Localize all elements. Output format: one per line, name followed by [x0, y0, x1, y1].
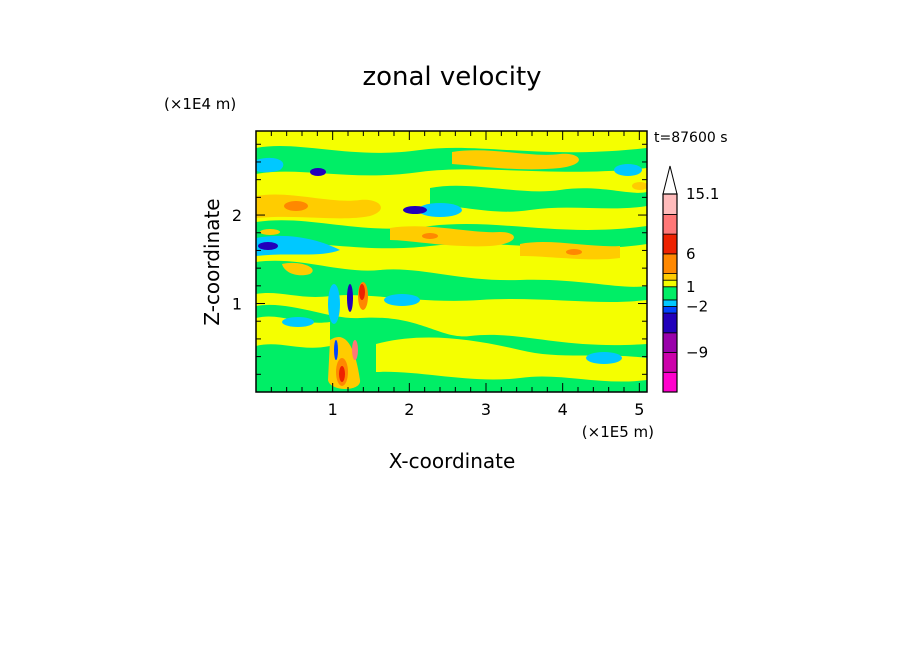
colorbar-frame [662, 193, 678, 393]
colorbar-segment [662, 312, 678, 334]
contour-cyan-patch [418, 203, 462, 217]
x-tick-label: 2 [404, 400, 414, 419]
contour-cyan-patch [282, 317, 314, 327]
colorbar-segment [662, 352, 678, 373]
contour-blue-core [258, 242, 278, 250]
colorbar: 15.1 6 1−2 −9 [662, 165, 719, 393]
y-axis-unit: (×1E4 m) [164, 95, 236, 113]
y-axis: 12 [232, 143, 647, 375]
contour-orange-patch [452, 150, 579, 170]
colorbar-segment [662, 306, 678, 314]
y-tick-label: 2 [232, 206, 242, 225]
colorbar-segment [662, 233, 678, 255]
colorbar-label: 15.1 [686, 185, 719, 203]
contour-cyan-patch [614, 164, 642, 176]
contour-red-core [339, 366, 345, 382]
contour-orange-red [566, 249, 582, 255]
contour-cyan-patch [586, 352, 622, 364]
x-tick-label: 5 [634, 400, 644, 419]
contour-orange-patch [256, 194, 381, 219]
contour-orange-patch [260, 229, 280, 235]
contour-blue-core [403, 206, 427, 214]
colorbar-segment [662, 193, 678, 215]
heatmap-field [256, 131, 647, 392]
y-tick-label: 1 [232, 295, 242, 314]
contour-band-green [430, 185, 647, 212]
contour-cyan-patch [256, 235, 340, 256]
contour-blue-core [334, 340, 338, 360]
contour-orange-patch [390, 226, 514, 247]
contour-orange-patch [632, 182, 647, 190]
colorbar-segment [662, 299, 678, 307]
contour-orange-red [284, 201, 308, 211]
contour-blue-core [310, 168, 326, 176]
x-tick-label: 4 [558, 400, 568, 419]
contour-blue-core [347, 284, 353, 312]
x-axis-label: X-coordinate [389, 449, 516, 473]
colorbar-segment [662, 213, 678, 235]
time-label: t=87600 s [654, 130, 728, 146]
contour-cyan-patch [256, 157, 284, 173]
colorbar-extend-arrow [662, 165, 678, 195]
contour-yellow-patch [376, 337, 647, 382]
colorbar-segment [662, 279, 678, 288]
colorbar-label: −9 [686, 344, 708, 362]
x-axis: 1 2 3 4 5 [270, 131, 644, 419]
contour-cyan-patch [328, 284, 340, 324]
contour-band-green [256, 260, 647, 302]
colorbar-segment [662, 253, 678, 274]
x-tick-label: 1 [328, 400, 338, 419]
plot-frame [255, 130, 648, 393]
chart-title: zonal velocity [362, 62, 541, 92]
contour-red-core [359, 284, 365, 300]
colorbar-segment [662, 286, 678, 301]
colorbar-segment [662, 273, 678, 281]
colorbar-segment [662, 371, 678, 393]
contour-pink-core [352, 340, 358, 360]
colorbar-label: −2 [686, 297, 708, 315]
x-tick-label: 3 [481, 400, 491, 419]
colorbar-label: 1 [686, 278, 696, 296]
colorbar-segment [662, 332, 678, 353]
contour-orange-red [422, 233, 438, 239]
contour-orange-patch [282, 262, 313, 276]
contour-cyan-patch [384, 294, 420, 306]
y-axis-label: Z-coordinate [200, 198, 224, 325]
colorbar-label: 6 [686, 245, 696, 263]
x-axis-unit: (×1E5 m) [582, 423, 654, 441]
